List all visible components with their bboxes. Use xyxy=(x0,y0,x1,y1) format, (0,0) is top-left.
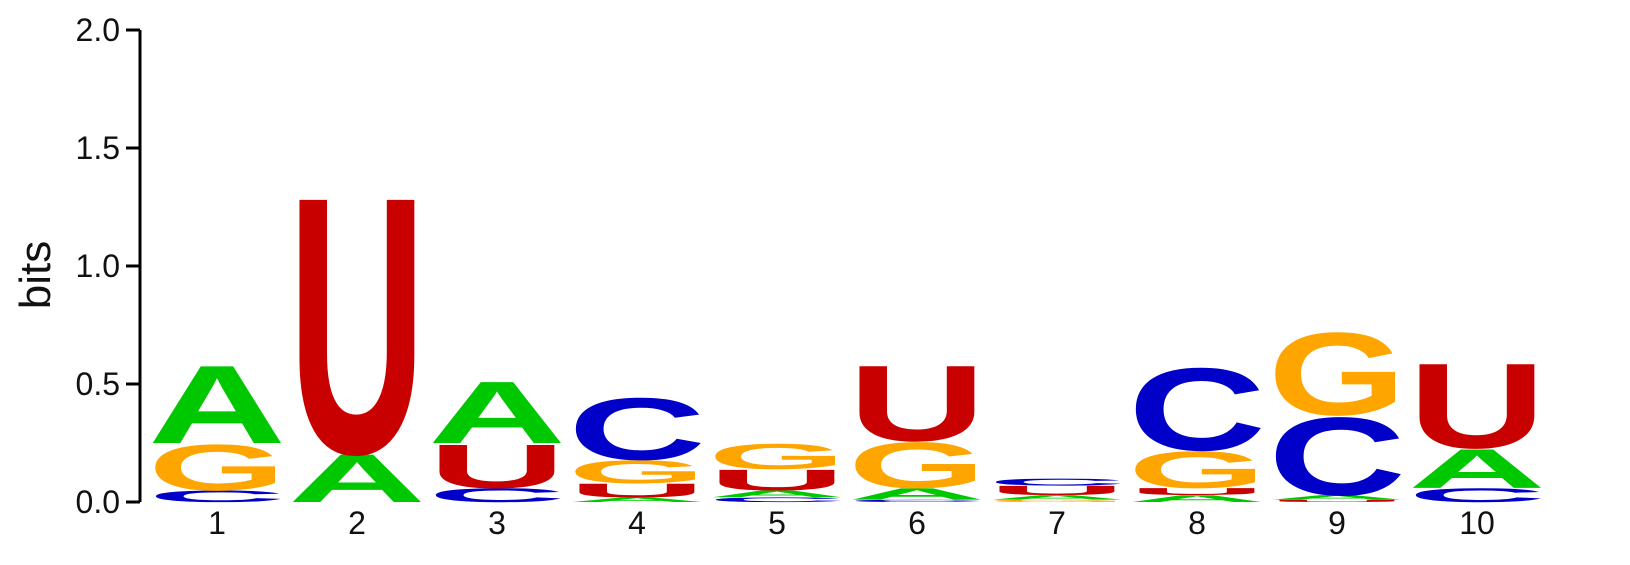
logo-letter-U: U xyxy=(708,463,846,496)
logo-letter-G: G xyxy=(708,437,846,477)
x-tick-label: 9 xyxy=(1328,505,1346,541)
x-tick-label: 5 xyxy=(768,505,786,541)
logo-letter-A: A xyxy=(848,485,986,503)
logo-letter-C: C xyxy=(1408,484,1546,506)
logo-letter-G: G xyxy=(988,499,1126,503)
logo-letter-A: A xyxy=(428,363,566,462)
y-tick-label: 2.0 xyxy=(76,12,120,48)
logo-letter-C: C xyxy=(988,477,1126,488)
logo-letter-A: A xyxy=(148,343,286,468)
y-axis: 0.0 0.5 1.0 1.5 2.0 xyxy=(76,12,142,520)
x-tick-label: 7 xyxy=(1048,505,1066,541)
logo-letter-G: G xyxy=(1128,441,1266,500)
logo-letter-U: U xyxy=(1408,338,1546,474)
x-tick-label: 8 xyxy=(1188,505,1206,541)
y-tick-label: 0.5 xyxy=(76,366,120,402)
logo-letter-A: A xyxy=(1408,438,1546,500)
y-axis-title: bits xyxy=(11,241,60,309)
x-tick-label: 4 xyxy=(628,505,646,541)
x-tick-label: 10 xyxy=(1459,505,1495,541)
logo-letter-C: C xyxy=(848,499,986,503)
position-stack: CAU xyxy=(1408,338,1546,506)
logo-letter-A: A xyxy=(568,496,706,503)
logo-letter-A: A xyxy=(708,488,846,499)
logo-letter-A: A xyxy=(1128,493,1266,504)
logo-letter-C: C xyxy=(148,487,286,505)
logo-letter-C: C xyxy=(428,484,566,506)
position-stack: AU xyxy=(288,121,426,531)
logo-letter-U: U xyxy=(568,479,706,501)
logo-letter-U: U xyxy=(1128,486,1266,497)
logo-letter-G: G xyxy=(848,429,986,502)
logo-letter-U: U xyxy=(988,483,1126,498)
logo-letter-U: U xyxy=(1268,499,1406,503)
y-tick-label: 1.5 xyxy=(76,130,120,166)
logo-letter-A: A xyxy=(288,440,426,517)
x-tick-label: 2 xyxy=(348,505,366,541)
logo-letter-G: G xyxy=(148,431,286,504)
x-tick-label: 6 xyxy=(908,505,926,541)
logo-letter-C: C xyxy=(708,496,846,503)
logo-letter-U: U xyxy=(848,342,986,463)
x-axis: 1 2 3 4 5 6 7 8 9 10 xyxy=(208,505,1495,541)
x-tick-label: 3 xyxy=(488,505,506,541)
logo-letter-U: U xyxy=(428,432,566,502)
y-tick-label: 1.0 xyxy=(76,248,120,284)
logo-letter-A: A xyxy=(988,494,1126,501)
logo-letter-G: G xyxy=(568,454,706,490)
logo-letter-A: A xyxy=(1268,494,1406,501)
x-tick-label: 1 xyxy=(208,505,226,541)
logo-letter-U: U xyxy=(288,121,426,531)
y-tick-label: 0.0 xyxy=(76,484,120,520)
position-stack: CGA xyxy=(148,343,286,506)
logo-letter-C: C xyxy=(1268,394,1406,519)
logo-letter-C: C xyxy=(568,379,706,478)
logo-letter-G: G xyxy=(1268,308,1406,440)
logo-letter-C: C xyxy=(1128,343,1266,475)
position-stack: CUA xyxy=(428,363,566,506)
